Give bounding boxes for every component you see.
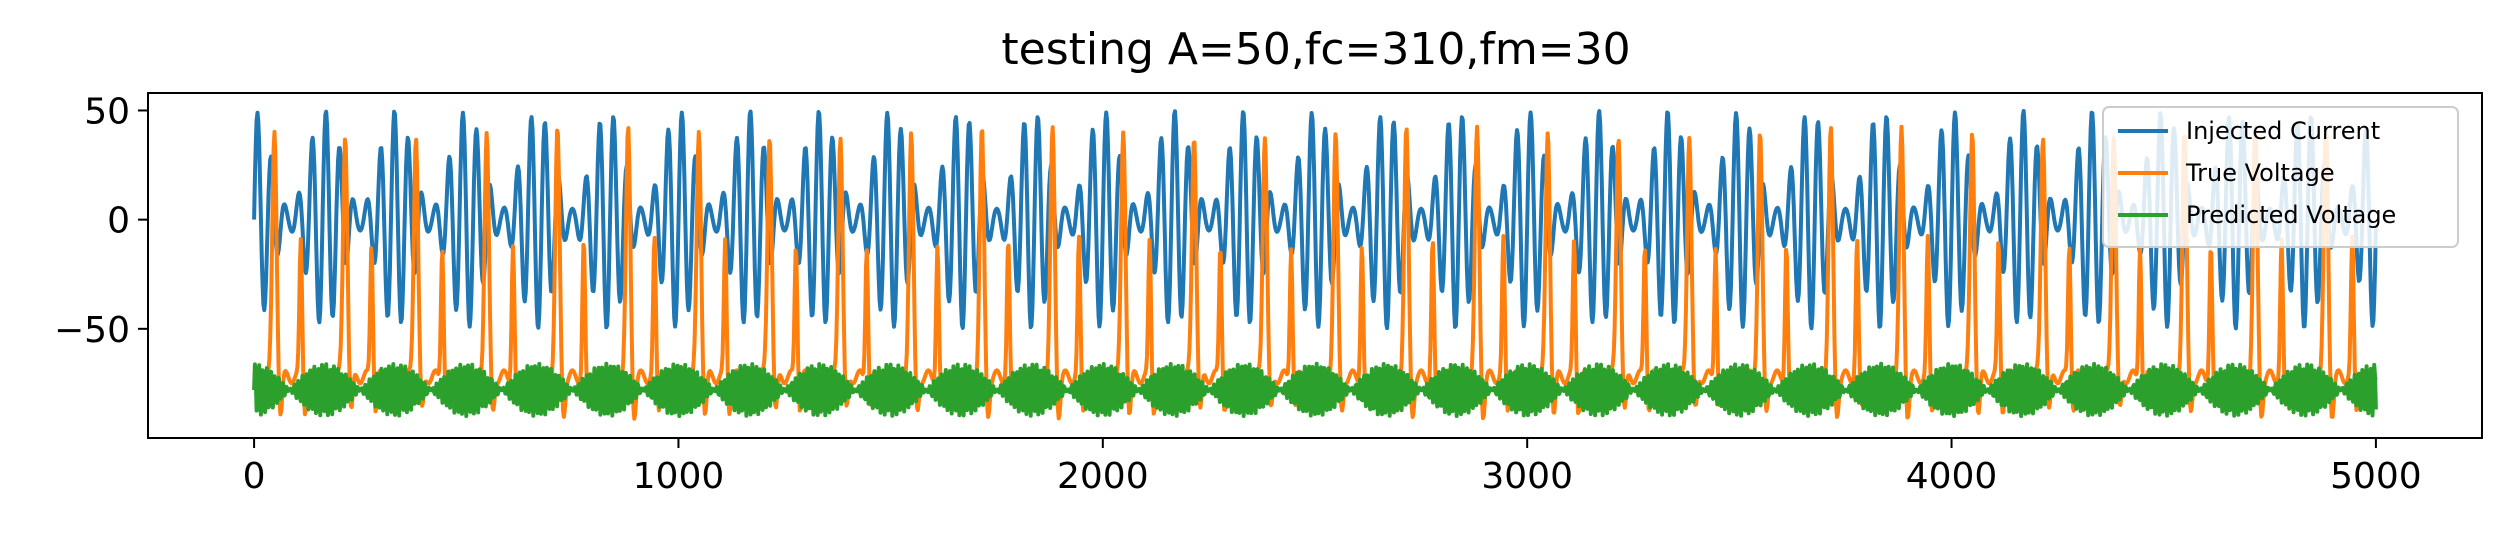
x-tick-label: 2000: [1057, 456, 1149, 497]
y-tick-label: 0: [107, 201, 130, 242]
legend-label-predicted-voltage: Predicted Voltage: [2186, 201, 2396, 229]
series-layer: [252, 109, 2378, 421]
x-tick-label: 3000: [1481, 456, 1573, 497]
legend-box: [2102, 106, 2459, 248]
legend-label-true-voltage: True Voltage: [2185, 159, 2335, 187]
plot-frame: [147, 92, 2483, 439]
legend-label-injected-current: Injected Current: [2186, 117, 2380, 145]
series-line-injected-current: [252, 109, 2378, 331]
y-tick-label: −50: [54, 310, 130, 351]
x-tick-label: 4000: [1906, 456, 1998, 497]
x-tick-label: 5000: [2330, 456, 2422, 497]
y-tick-label: 50: [84, 91, 130, 132]
x-axis: 0 1000 2000 3000 4000 5000: [243, 438, 2422, 497]
x-tick-label: 1000: [633, 456, 725, 497]
y-axis: 50 0 −50: [54, 91, 148, 351]
legend: Injected Current True Voltage Predicted …: [2102, 106, 2459, 248]
chart-title: testing A=50,fc=310,fm=30: [1001, 24, 1630, 75]
series-line-predicted-voltage: [252, 361, 2378, 419]
x-tick-label: 0: [243, 456, 266, 497]
